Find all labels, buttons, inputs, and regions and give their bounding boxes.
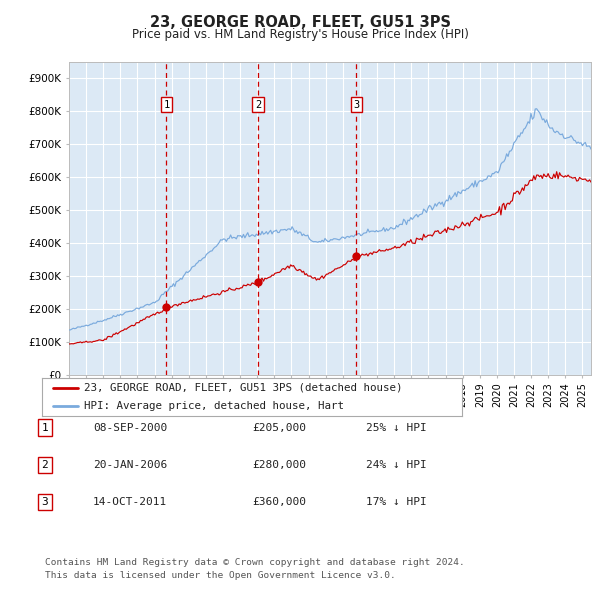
Text: 2: 2 [255, 100, 261, 110]
Text: £280,000: £280,000 [252, 460, 306, 470]
Text: Price paid vs. HM Land Registry's House Price Index (HPI): Price paid vs. HM Land Registry's House … [131, 28, 469, 41]
Text: Contains HM Land Registry data © Crown copyright and database right 2024.: Contains HM Land Registry data © Crown c… [45, 558, 465, 566]
Text: 25% ↓ HPI: 25% ↓ HPI [366, 423, 427, 432]
Text: 3: 3 [353, 100, 359, 110]
Text: 23, GEORGE ROAD, FLEET, GU51 3PS: 23, GEORGE ROAD, FLEET, GU51 3PS [149, 15, 451, 30]
Text: £205,000: £205,000 [252, 423, 306, 432]
Text: £360,000: £360,000 [252, 497, 306, 507]
Text: 3: 3 [41, 497, 49, 507]
Text: This data is licensed under the Open Government Licence v3.0.: This data is licensed under the Open Gov… [45, 571, 396, 580]
Text: 1: 1 [41, 423, 49, 432]
Text: 20-JAN-2006: 20-JAN-2006 [93, 460, 167, 470]
Text: 2: 2 [41, 460, 49, 470]
Text: HPI: Average price, detached house, Hart: HPI: Average price, detached house, Hart [84, 401, 344, 411]
Text: 08-SEP-2000: 08-SEP-2000 [93, 423, 167, 432]
Text: 23, GEORGE ROAD, FLEET, GU51 3PS (detached house): 23, GEORGE ROAD, FLEET, GU51 3PS (detach… [84, 383, 403, 393]
Text: 17% ↓ HPI: 17% ↓ HPI [366, 497, 427, 507]
Text: 14-OCT-2011: 14-OCT-2011 [93, 497, 167, 507]
Text: 1: 1 [163, 100, 170, 110]
Text: 24% ↓ HPI: 24% ↓ HPI [366, 460, 427, 470]
